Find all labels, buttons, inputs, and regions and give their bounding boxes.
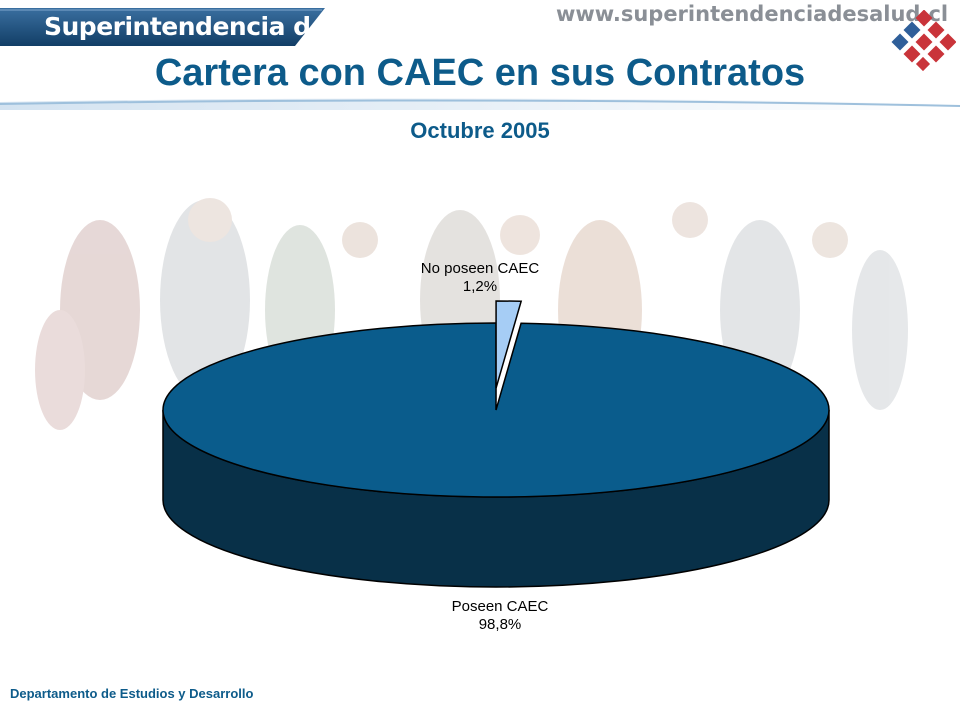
pie-slice-poseen — [162, 322, 830, 498]
pie-slice-no-poseen — [495, 300, 523, 389]
slice-percent-poseen: 98,8% — [478, 616, 522, 633]
brand-name: Superintendencia de Salud — [44, 12, 412, 41]
chart-title: Cartera con CAEC en sus Contratos — [154, 52, 806, 94]
brand-banner — [0, 8, 325, 46]
slice-percent-no-poseen: 1,2% — [462, 278, 498, 295]
footer-department: Departamento de Estudios y Desarrollo — [10, 686, 254, 701]
chart-subtitle: Octubre 2005 — [410, 118, 550, 143]
slice-name-poseen: Poseen CAEC — [451, 598, 549, 615]
chile-flag-cube-logo-icon — [891, 10, 956, 72]
slice-name-no-poseen: No poseen CAEC — [420, 260, 540, 277]
website-link[interactable]: www.superintendenciadesalud.cl — [556, 2, 949, 26]
slice-label-no-poseen: No poseen CAEC 1,2% — [380, 260, 580, 296]
slice-label-poseen: Poseen CAEC 98,8% — [400, 598, 600, 634]
header-band — [0, 98, 960, 110]
